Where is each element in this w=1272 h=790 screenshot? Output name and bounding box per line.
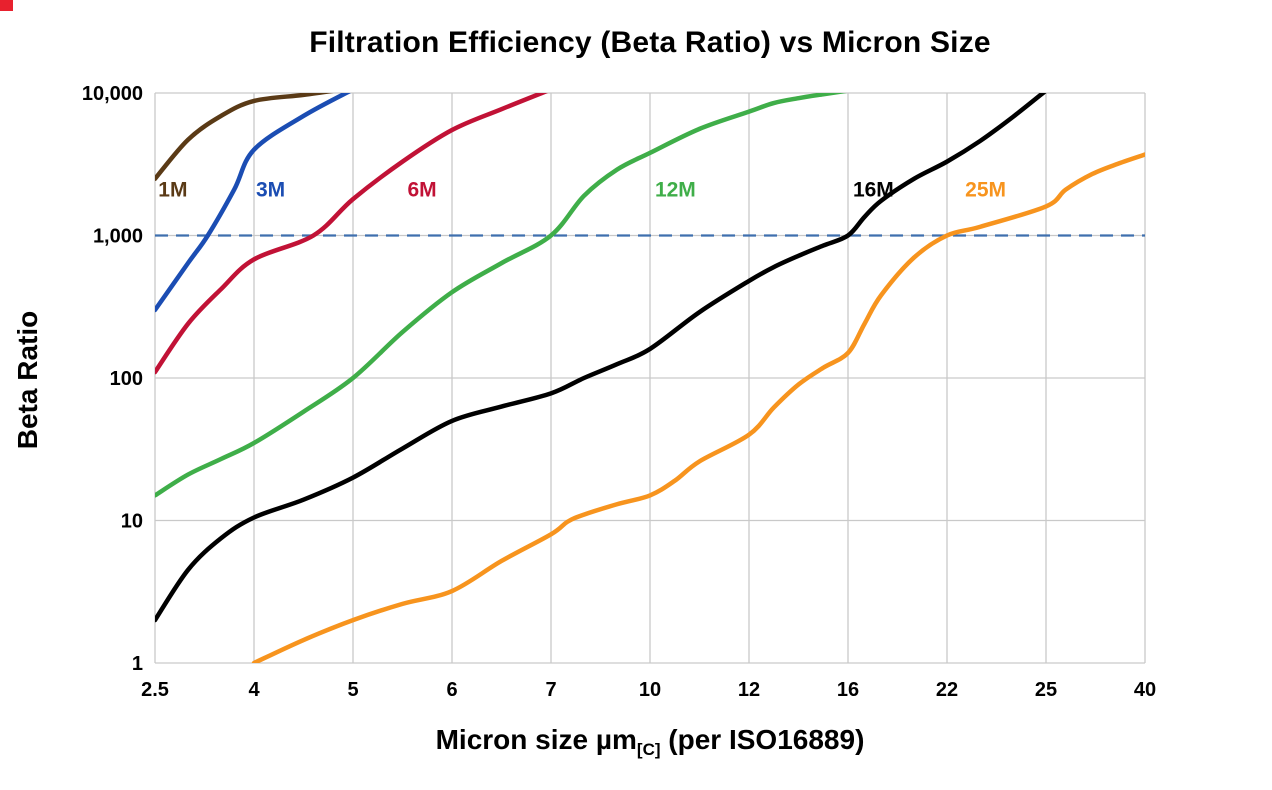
x-axis-title: Micron size µm[C] (per ISO16889) bbox=[155, 724, 1145, 760]
series-line-6M bbox=[155, 93, 549, 375]
series-line-16M bbox=[155, 93, 1047, 623]
x-tick-label: 25 bbox=[1035, 679, 1057, 701]
x-tick-label: 4 bbox=[248, 679, 260, 701]
x-tick-label: 7 bbox=[545, 679, 556, 701]
x-axis-title-subscript: [C] bbox=[636, 740, 661, 759]
series-line-25M bbox=[251, 152, 1145, 663]
y-tick-label: 100 bbox=[110, 368, 143, 390]
y-tick-label: 1 bbox=[132, 653, 143, 675]
chart-title: Filtration Efficiency (Beta Ratio) vs Mi… bbox=[309, 26, 991, 59]
x-tick-label: 16 bbox=[837, 679, 859, 701]
x-tick-label: 10 bbox=[639, 679, 661, 701]
series-label-6M: 6M bbox=[407, 179, 436, 202]
x-tick-label: 40 bbox=[1134, 679, 1156, 701]
x-tick-label: 2.5 bbox=[141, 679, 169, 701]
series-label-1M: 1M bbox=[158, 179, 187, 202]
x-tick-label: 12 bbox=[738, 679, 760, 701]
series-label-25M: 25M bbox=[965, 179, 1006, 202]
series-line-12M bbox=[155, 93, 847, 498]
x-axis-title-rest: (per ISO16889) bbox=[660, 724, 865, 755]
y-tick-label: 10 bbox=[121, 511, 143, 533]
corner-artifact bbox=[0, 0, 13, 11]
series-label-12M: 12M bbox=[655, 179, 696, 202]
y-tick-label: 1,000 bbox=[93, 226, 143, 248]
x-tick-label: 5 bbox=[347, 679, 358, 701]
x-tick-label: 22 bbox=[936, 679, 958, 701]
series-line-3M bbox=[155, 93, 351, 313]
series-label-3M: 3M bbox=[256, 179, 285, 202]
series-label-16M: 16M bbox=[853, 179, 894, 202]
x-tick-label: 6 bbox=[446, 679, 457, 701]
y-tick-label: 10,000 bbox=[82, 83, 143, 105]
x-axis-title-main: Micron size µm bbox=[435, 724, 637, 755]
series-line-1M bbox=[155, 93, 334, 182]
